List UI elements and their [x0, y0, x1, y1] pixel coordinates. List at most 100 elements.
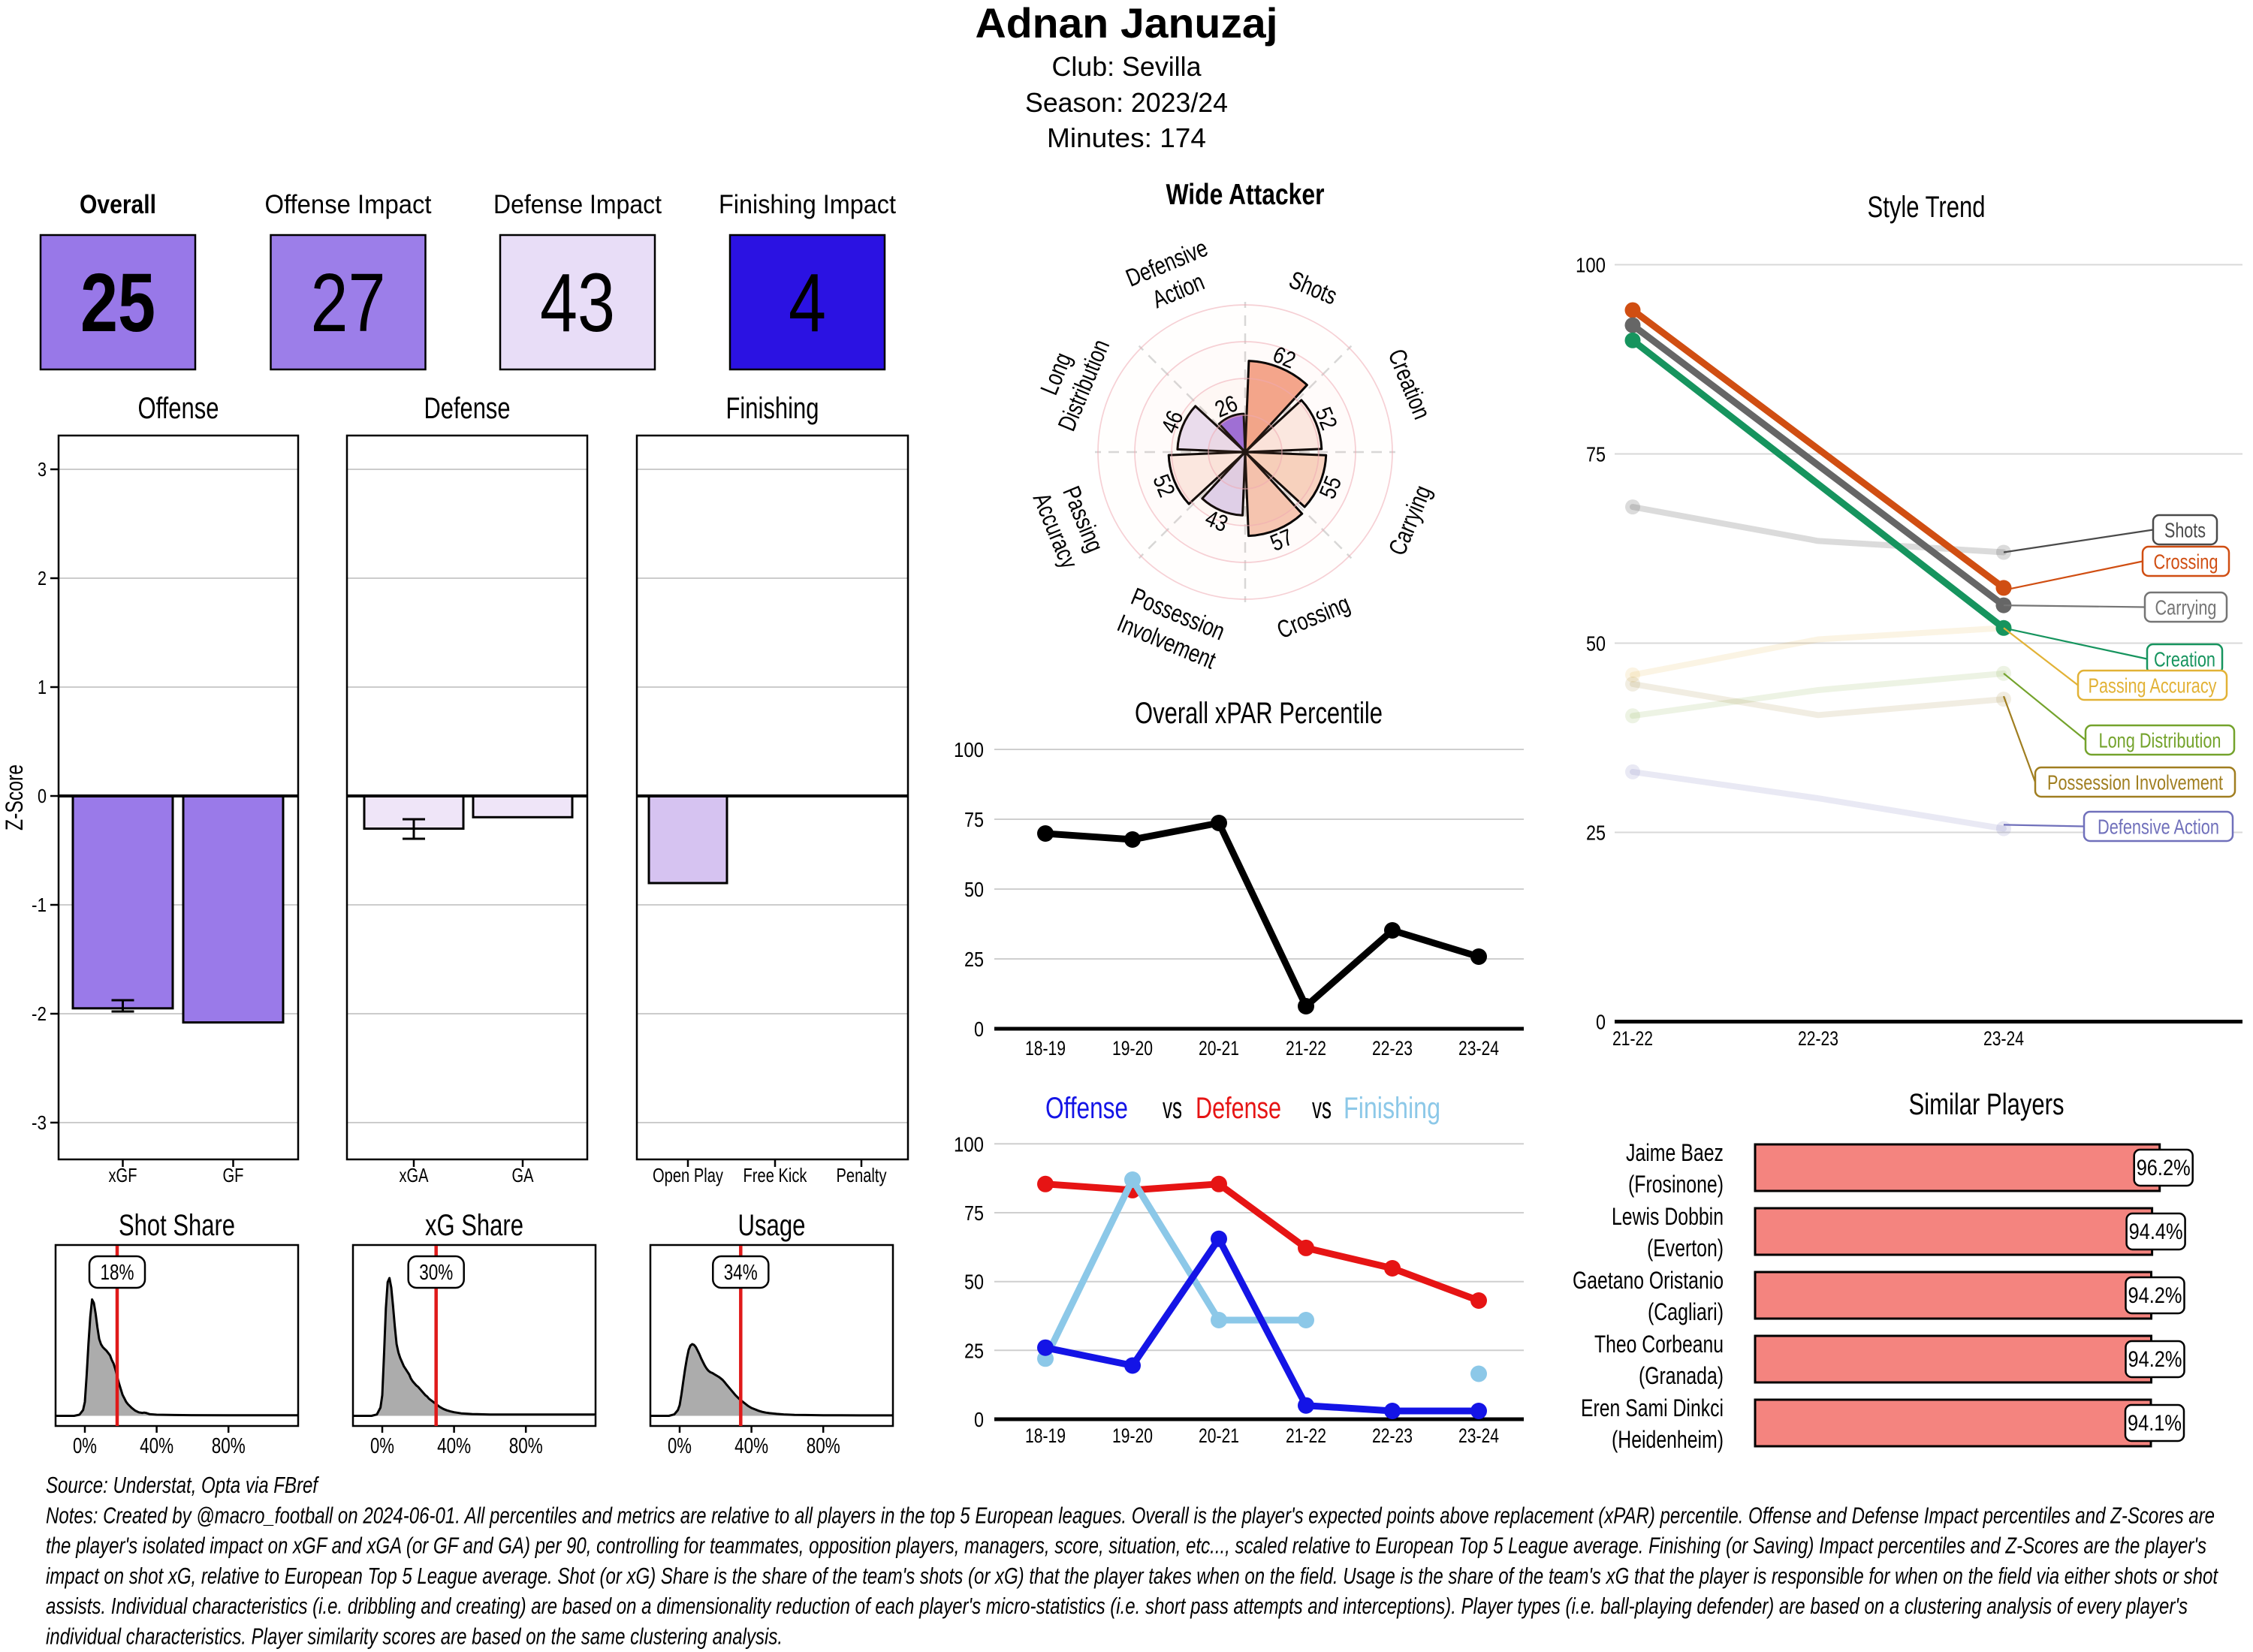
svg-text:GF: GF — [223, 1164, 244, 1186]
svg-text:Theo Corbeanu: Theo Corbeanu — [1594, 1331, 1724, 1358]
svg-text:43: 43 — [540, 257, 615, 349]
svg-text:40%: 40% — [437, 1434, 471, 1458]
svg-text:Crossing: Crossing — [2154, 550, 2218, 574]
svg-text:Gaetano Oristanio: Gaetano Oristanio — [1573, 1267, 1724, 1294]
svg-text:94.2%: 94.2% — [2128, 1283, 2182, 1308]
svg-text:18-19: 18-19 — [1025, 1037, 1066, 1060]
svg-text:4: 4 — [789, 257, 826, 349]
svg-text:Season: 2023/24: Season: 2023/24 — [1025, 87, 1228, 118]
svg-text:22-23: 22-23 — [1372, 1037, 1413, 1060]
svg-text:Shot Share: Shot Share — [119, 1209, 235, 1242]
svg-text:Offense Impact: Offense Impact — [265, 190, 432, 219]
svg-text:75: 75 — [964, 1201, 984, 1225]
svg-text:20-21: 20-21 — [1199, 1037, 1239, 1060]
svg-text:(Cagliari): (Cagliari) — [1648, 1298, 1724, 1325]
svg-text:30%: 30% — [419, 1261, 453, 1285]
svg-text:xGA: xGA — [400, 1164, 429, 1186]
svg-text:Eren Sami Dinkci: Eren Sami Dinkci — [1581, 1394, 1724, 1421]
svg-text:Defense: Defense — [424, 392, 511, 425]
svg-text:(Heidenheim): (Heidenheim) — [1612, 1426, 1724, 1453]
svg-text:xG Share: xG Share — [425, 1209, 523, 1242]
svg-text:0: 0 — [1596, 1011, 1606, 1034]
svg-text:23-24: 23-24 — [1458, 1037, 1499, 1060]
svg-text:40%: 40% — [140, 1434, 173, 1458]
svg-text:100: 100 — [1576, 254, 1606, 277]
svg-text:75: 75 — [1586, 443, 1606, 466]
svg-text:20-21: 20-21 — [1199, 1424, 1239, 1447]
svg-text:23-24: 23-24 — [1458, 1424, 1499, 1447]
svg-text:50: 50 — [1586, 632, 1606, 656]
svg-text:19-20: 19-20 — [1112, 1424, 1153, 1447]
svg-text:50: 50 — [964, 878, 984, 901]
svg-text:Carrying: Carrying — [2155, 596, 2217, 620]
svg-text:Jaime Baez: Jaime Baez — [1626, 1139, 1724, 1166]
svg-text:Penalty: Penalty — [837, 1164, 887, 1186]
svg-text:18%: 18% — [101, 1261, 134, 1285]
svg-text:Defensive Action: Defensive Action — [2098, 815, 2219, 839]
svg-text:Open Play: Open Play — [653, 1164, 723, 1186]
svg-text:Overall xPAR Percentile: Overall xPAR Percentile — [1135, 697, 1383, 730]
svg-text:Defense: Defense — [1196, 1092, 1281, 1125]
svg-text:Minutes: 174: Minutes: 174 — [1047, 122, 1206, 153]
svg-text:21-22: 21-22 — [1286, 1037, 1326, 1060]
svg-text:100: 100 — [954, 1132, 984, 1156]
svg-text:-2: -2 — [32, 1002, 47, 1025]
svg-text:23-24: 23-24 — [1983, 1027, 2024, 1050]
svg-text:Usage: Usage — [738, 1209, 806, 1242]
svg-text:Similar Players: Similar Players — [1909, 1088, 2064, 1121]
svg-text:(Granada): (Granada) — [1639, 1362, 1724, 1389]
svg-text:34%: 34% — [724, 1261, 758, 1285]
svg-text:-1: -1 — [32, 894, 47, 916]
svg-text:50: 50 — [964, 1271, 984, 1294]
svg-text:94.1%: 94.1% — [2128, 1411, 2182, 1436]
svg-text:0: 0 — [974, 1408, 984, 1431]
svg-text:22-23: 22-23 — [1798, 1027, 1838, 1050]
svg-text:94.2%: 94.2% — [2128, 1347, 2182, 1372]
svg-text:xGF: xGF — [109, 1164, 137, 1186]
svg-text:27: 27 — [311, 257, 386, 349]
svg-text:Offense: Offense — [138, 392, 219, 425]
svg-text:Finishing: Finishing — [1344, 1092, 1440, 1125]
svg-text:Wide Attacker: Wide Attacker — [1166, 179, 1325, 211]
svg-text:Long Distribution: Long Distribution — [2099, 729, 2221, 752]
svg-text:vs: vs — [1163, 1092, 1182, 1125]
svg-text:96.2%: 96.2% — [2137, 1156, 2191, 1180]
svg-text:0%: 0% — [73, 1434, 97, 1458]
svg-text:-3: -3 — [32, 1111, 47, 1134]
svg-text:Passing Accuracy: Passing Accuracy — [2089, 674, 2217, 698]
svg-text:21-22: 21-22 — [1286, 1424, 1326, 1447]
svg-text:3: 3 — [38, 458, 47, 481]
svg-text:Source: Understat, Opta via FB: Source: Understat, Opta via FBref — [46, 1472, 320, 1498]
svg-text:(Frosinone): (Frosinone) — [1628, 1171, 1724, 1198]
svg-text:Adnan Januzaj: Adnan Januzaj — [976, 0, 1278, 47]
svg-text:25: 25 — [80, 257, 155, 349]
svg-text:75: 75 — [964, 808, 984, 831]
svg-text:21-22: 21-22 — [1612, 1027, 1653, 1050]
svg-text:Overall: Overall — [80, 190, 156, 219]
svg-text:individual characteristics. Pl: individual characteristics. Player simil… — [46, 1623, 783, 1650]
svg-text:25: 25 — [964, 1339, 984, 1362]
svg-text:0%: 0% — [668, 1434, 692, 1458]
svg-text:Offense: Offense — [1045, 1092, 1128, 1125]
svg-text:40%: 40% — [734, 1434, 768, 1458]
svg-text:impact on shot xG, relative to: impact on shot xG, relative to European … — [46, 1563, 2218, 1589]
svg-text:Possession Involvement: Possession Involvement — [2047, 771, 2223, 794]
svg-text:Creation: Creation — [2154, 648, 2215, 671]
svg-text:80%: 80% — [509, 1434, 543, 1458]
svg-text:Shots: Shots — [2164, 519, 2206, 542]
svg-text:25: 25 — [1586, 821, 1606, 845]
svg-text:Free Kick: Free Kick — [743, 1164, 808, 1186]
svg-text:the player's isolated impact o: the player's isolated impact on xGF and … — [46, 1533, 2206, 1559]
svg-text:Style Trend: Style Trend — [1868, 191, 1986, 224]
svg-text:80%: 80% — [212, 1434, 246, 1458]
svg-text:Lewis Dobbin: Lewis Dobbin — [1612, 1203, 1724, 1230]
svg-text:Defense Impact: Defense Impact — [493, 190, 662, 219]
svg-text:Finishing: Finishing — [726, 392, 819, 425]
svg-text:(Everton): (Everton) — [1647, 1234, 1724, 1262]
svg-text:2: 2 — [38, 567, 47, 589]
svg-text:94.4%: 94.4% — [2129, 1219, 2183, 1244]
svg-text:Notes: Created by @macro_footb: Notes: Created by @macro_football on 202… — [46, 1502, 2215, 1528]
svg-text:Club: Sevilla: Club: Sevilla — [1052, 51, 1202, 82]
svg-text:0: 0 — [974, 1017, 984, 1041]
svg-text:1: 1 — [38, 676, 47, 698]
